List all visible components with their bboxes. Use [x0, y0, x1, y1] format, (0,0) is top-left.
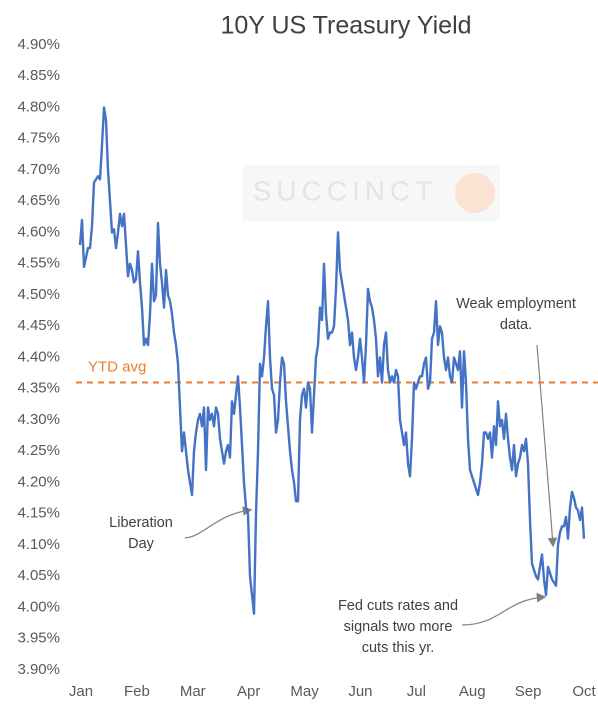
- annotation: Liberation: [109, 515, 173, 531]
- y-tick-label: 3.95%: [17, 630, 60, 647]
- line-series: [78, 106, 586, 615]
- y-tick-label: 4.75%: [17, 130, 60, 147]
- x-tick-label: Feb: [124, 683, 150, 700]
- y-tick-label: 4.50%: [17, 286, 60, 303]
- y-tick-label: 4.25%: [17, 442, 60, 459]
- chart-title: 10Y US Treasury Yield: [220, 12, 471, 40]
- y-tick-label: 4.40%: [17, 348, 60, 365]
- y-tick-label: 4.60%: [17, 223, 60, 240]
- y-tick-label: 4.90%: [17, 36, 60, 53]
- arrow: [461, 592, 547, 626]
- y-tick-label: 4.00%: [17, 598, 60, 615]
- x-tick-label: Jul: [407, 683, 426, 700]
- watermark: SUCCINCT: [253, 175, 438, 206]
- x-tick-label: Oct: [572, 683, 596, 700]
- y-tick-label: 4.85%: [17, 67, 60, 84]
- x-tick-label: Apr: [237, 683, 260, 700]
- x-tick-label: Sep: [515, 683, 542, 700]
- annotation: cuts this yr.: [362, 640, 435, 656]
- arrow: [536, 344, 558, 548]
- y-tick-label: 4.80%: [17, 98, 60, 115]
- y-tick-label: 4.35%: [17, 380, 60, 397]
- y-tick-label: 4.30%: [17, 411, 60, 428]
- x-tick-label: Mar: [180, 683, 206, 700]
- annotation: Fed cuts rates and: [338, 598, 458, 614]
- y-tick-label: 4.20%: [17, 473, 60, 490]
- x-tick-label: Aug: [459, 683, 486, 700]
- reference-label: YTD avg: [88, 358, 146, 375]
- y-tick-label: 4.70%: [17, 161, 60, 178]
- y-tick-label: 4.55%: [17, 255, 60, 272]
- annotation: signals two more: [344, 619, 453, 635]
- x-tick-label: Jun: [348, 683, 372, 700]
- annotation: Weak employment: [456, 296, 576, 312]
- annotation: Day: [128, 536, 155, 552]
- x-tick-label: Jan: [69, 683, 93, 700]
- watermark-logo: [455, 173, 495, 213]
- annotation: data.: [500, 317, 532, 333]
- y-tick-label: 4.15%: [17, 505, 60, 522]
- y-tick-label: 4.45%: [17, 317, 60, 334]
- y-tick-label: 4.65%: [17, 192, 60, 209]
- y-tick-label: 4.05%: [17, 567, 60, 584]
- y-tick-label: 3.90%: [17, 661, 60, 678]
- x-tick-label: May: [290, 683, 319, 700]
- arrow: [184, 506, 253, 539]
- y-tick-label: 4.10%: [17, 536, 60, 553]
